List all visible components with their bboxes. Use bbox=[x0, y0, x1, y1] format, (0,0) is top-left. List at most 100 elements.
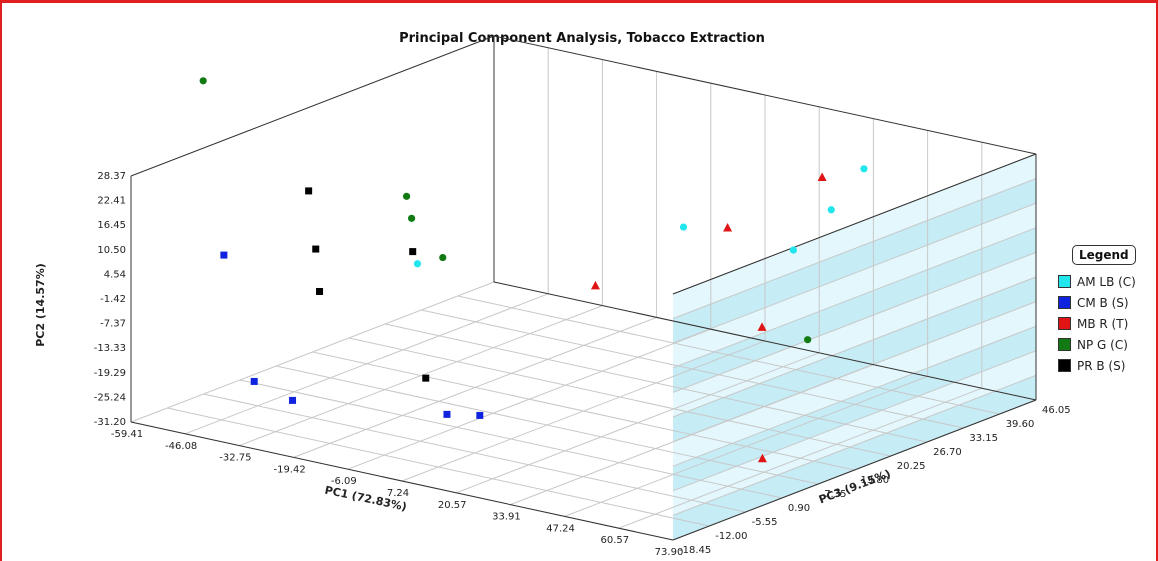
back-wall-gridline bbox=[672, 251, 1037, 393]
data-points bbox=[199, 77, 868, 463]
floor-gridline bbox=[457, 295, 1000, 415]
point-np-g-c bbox=[199, 77, 207, 85]
z-tick-label: -5.55 bbox=[752, 517, 778, 528]
axis-edge bbox=[493, 35, 1037, 155]
legend-item: AM LB (C) bbox=[1058, 271, 1146, 292]
legend-swatch bbox=[1058, 338, 1071, 351]
point-pr-b-s bbox=[312, 245, 320, 253]
floor-gridline bbox=[456, 352, 820, 494]
z-tick-label: -18.45 bbox=[679, 545, 711, 556]
back-wall-gridline bbox=[672, 227, 1037, 369]
point-cm-b-s bbox=[250, 377, 258, 385]
z-tick-label: 26.70 bbox=[933, 447, 962, 458]
legend-label: PR B (S) bbox=[1077, 358, 1126, 373]
point-pr-b-s bbox=[422, 374, 430, 382]
point-cm-b-s bbox=[476, 411, 484, 419]
point-cm-b-s bbox=[443, 410, 451, 418]
point-mb-r-t bbox=[757, 453, 767, 463]
legend-item: MB R (T) bbox=[1058, 313, 1146, 334]
legend-list: AM LB (C) CM B (S) MB R (T) NP G (C) PR B (S… bbox=[1058, 271, 1146, 376]
legend-title: Legend bbox=[1072, 245, 1136, 265]
legend-swatch bbox=[1058, 296, 1071, 309]
back-wall-band bbox=[673, 252, 1036, 417]
x-tick-label: -46.08 bbox=[165, 441, 197, 452]
floor-gridline bbox=[421, 309, 964, 429]
x-tick-label: 20.57 bbox=[438, 500, 467, 511]
floor-gridline bbox=[312, 351, 855, 471]
legend-item: NP G (C) bbox=[1058, 334, 1146, 355]
back-wall-band bbox=[673, 301, 1036, 467]
z-tick-label: 13.80 bbox=[861, 475, 890, 486]
y-tick-label: 4.54 bbox=[104, 269, 126, 280]
x-tick-label: 47.24 bbox=[546, 523, 575, 534]
y-tick-label: -1.42 bbox=[100, 294, 126, 305]
back-wall-band bbox=[673, 375, 1036, 540]
back-wall-band bbox=[673, 178, 1036, 344]
back-wall-band bbox=[673, 326, 1036, 491]
legend-label: MB R (T) bbox=[1077, 316, 1129, 331]
y-tick-label: -19.29 bbox=[94, 368, 126, 379]
legend-label: NP G (C) bbox=[1077, 337, 1128, 352]
axis-ticks: -59.41 -46.08 -32.75 -19.42 -6.09 7.24 20.57 33… bbox=[94, 171, 1071, 558]
legend-item: PR B (S) bbox=[1058, 355, 1146, 376]
y-tick-label: 22.41 bbox=[97, 196, 126, 207]
point-mb-r-t bbox=[757, 322, 767, 331]
point-np-g-c bbox=[804, 336, 812, 344]
back-wall-gridline bbox=[672, 202, 1037, 344]
plot-walls bbox=[130, 35, 1037, 541]
y-tick-label: -25.24 bbox=[94, 392, 126, 403]
point-cm-b-s bbox=[289, 396, 297, 404]
legend-swatch bbox=[1058, 317, 1071, 330]
point-mb-r-t bbox=[723, 222, 733, 232]
legend-item: CM B (S) bbox=[1058, 292, 1146, 313]
back-wall-band bbox=[673, 277, 1036, 442]
y-tick-label: -31.20 bbox=[94, 417, 126, 428]
floor-gridline bbox=[384, 323, 928, 443]
x-tick-label: -6.09 bbox=[331, 476, 357, 487]
axis-edge bbox=[130, 421, 674, 541]
point-am-lb-c bbox=[827, 206, 835, 214]
back-wall-gridline bbox=[672, 325, 1037, 467]
back-wall-gridline bbox=[672, 350, 1037, 492]
y-tick-label: 28.37 bbox=[97, 171, 126, 182]
point-mb-r-t bbox=[817, 172, 827, 182]
back-wall-gridline bbox=[672, 178, 1037, 320]
legend-swatch bbox=[1058, 359, 1071, 372]
axis-edge bbox=[130, 35, 495, 177]
legend-swatch bbox=[1058, 275, 1071, 288]
floor-gridline bbox=[618, 387, 982, 529]
z-tick-label: 39.60 bbox=[1006, 419, 1035, 430]
point-am-lb-c bbox=[860, 165, 868, 173]
point-pr-b-s bbox=[316, 287, 324, 295]
point-am-lb-c bbox=[413, 260, 422, 268]
z-tick-label: 0.90 bbox=[788, 503, 810, 514]
z-tick-label: 33.15 bbox=[969, 433, 998, 444]
chart-title: Principal Component Analysis, Tobacco Ex… bbox=[399, 31, 765, 46]
axis-edge bbox=[672, 399, 1037, 541]
point-am-lb-c bbox=[679, 223, 688, 231]
point-np-g-c bbox=[439, 253, 447, 262]
z-tick-label: 20.25 bbox=[897, 461, 926, 472]
x-tick-label: -59.41 bbox=[111, 429, 143, 440]
z-tick-label: 7.35 bbox=[824, 489, 846, 500]
back-wall-band bbox=[673, 350, 1036, 516]
point-np-g-c bbox=[402, 192, 411, 200]
y-tick-label: 16.45 bbox=[97, 220, 126, 231]
point-mb-r-t bbox=[590, 280, 600, 290]
back-wall-gridline bbox=[672, 374, 1037, 516]
back-wall-band bbox=[673, 154, 1036, 319]
z-tick-label: 46.05 bbox=[1042, 405, 1071, 416]
x-tick-label: -19.42 bbox=[273, 464, 305, 475]
point-np-g-c bbox=[408, 214, 416, 222]
point-cm-b-s bbox=[220, 251, 228, 259]
legend-label: CM B (S) bbox=[1077, 295, 1129, 310]
x-tick-label: -32.75 bbox=[219, 453, 251, 464]
legend: Legend AM LB (C) CM B (S) MB R (T) NP G (C)… bbox=[1058, 244, 1146, 376]
axis-edge bbox=[672, 153, 1037, 295]
x-tick-label: 7.24 bbox=[387, 488, 409, 499]
point-pr-b-s bbox=[409, 248, 417, 256]
y-tick-label: -13.33 bbox=[94, 343, 126, 354]
x-tick-label: 33.91 bbox=[492, 512, 521, 523]
